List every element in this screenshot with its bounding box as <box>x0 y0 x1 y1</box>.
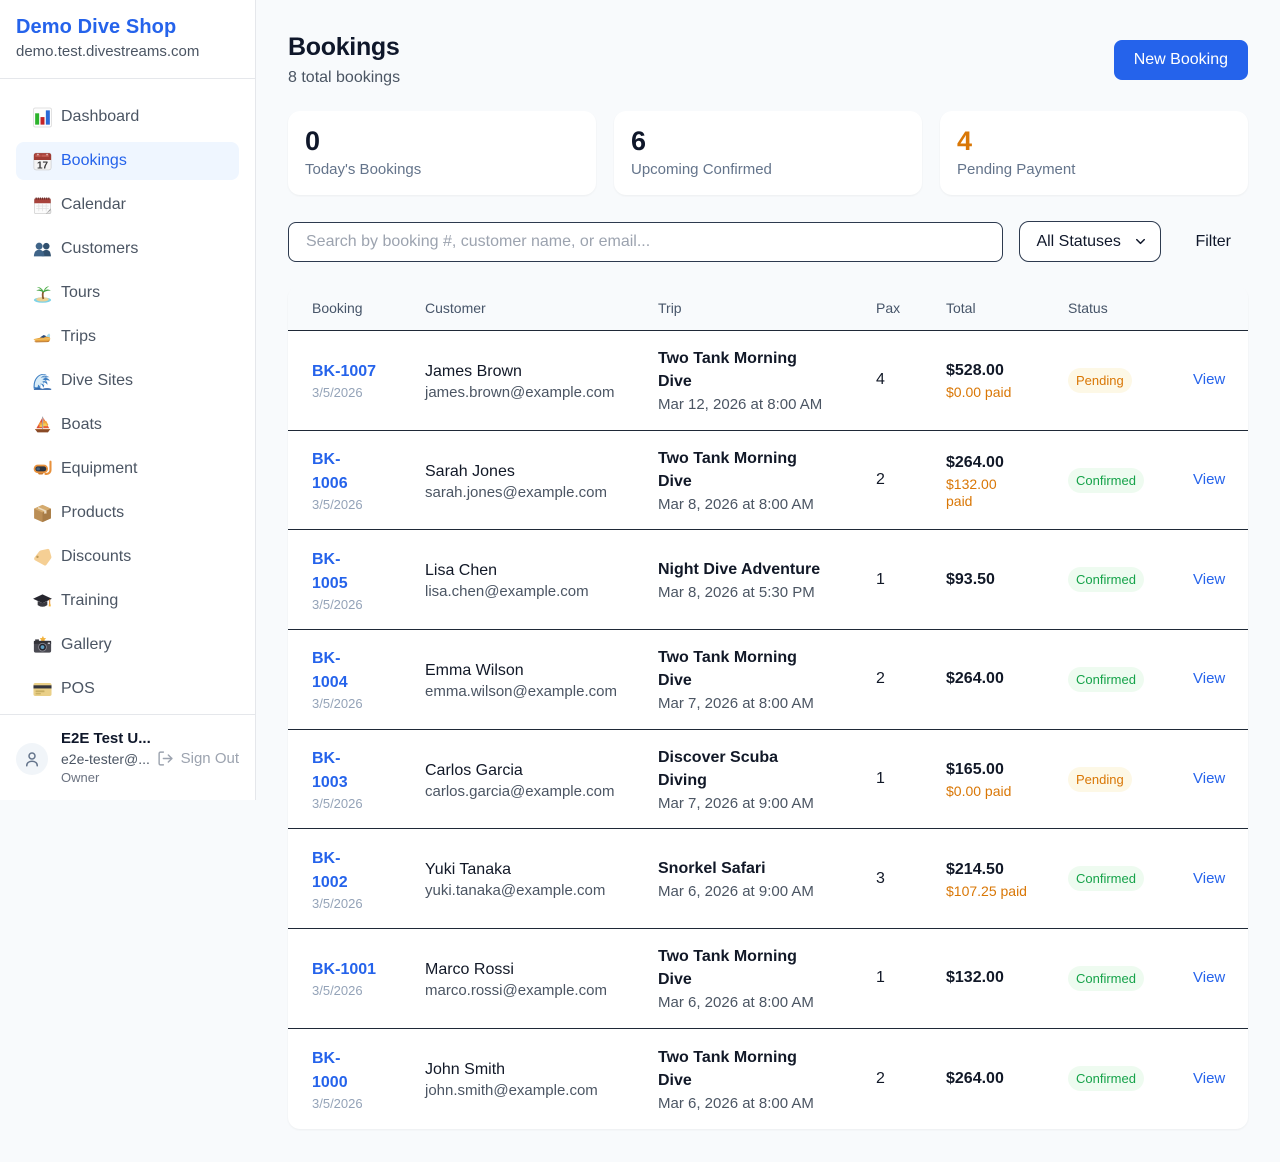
svg-text:17: 17 <box>37 160 49 171</box>
